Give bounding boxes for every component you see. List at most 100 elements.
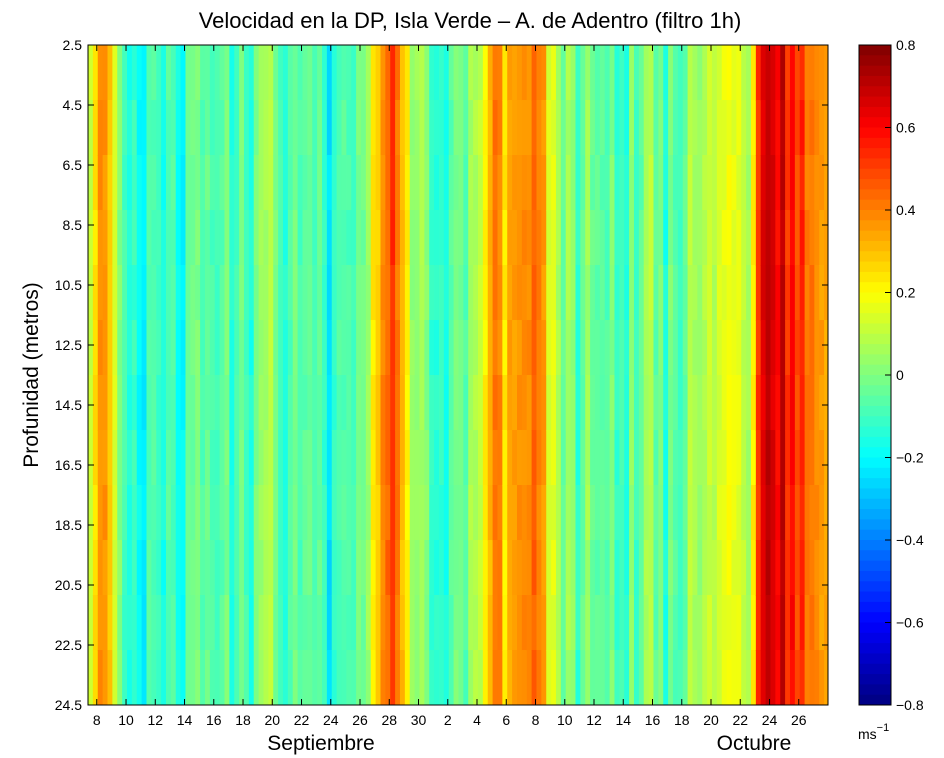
heatmap-cell <box>336 650 343 705</box>
heatmap-cell <box>473 375 479 431</box>
heatmap-cell <box>770 430 776 486</box>
heatmap-cell <box>321 320 328 376</box>
heatmap-cell <box>512 375 518 431</box>
heatmap-cell <box>555 210 562 266</box>
heatmap-cell <box>570 485 577 541</box>
heatmap-cell <box>131 320 138 376</box>
heatmap-cell <box>746 265 752 321</box>
heatmap-cell <box>736 430 742 486</box>
heatmap-cell <box>292 430 299 486</box>
heatmap-cell <box>356 45 362 101</box>
heatmap-cell <box>482 45 489 101</box>
heatmap-cell <box>136 595 143 651</box>
heatmap-cell <box>297 430 304 486</box>
heatmap-cell <box>346 45 352 101</box>
heatmap-cell <box>253 265 260 321</box>
heatmap-cell <box>224 155 230 211</box>
heatmap-cell <box>531 320 538 376</box>
heatmap-cell <box>395 430 401 486</box>
heatmap-cell <box>214 430 221 486</box>
heatmap-cell <box>419 595 425 651</box>
heatmap-cell <box>136 320 143 376</box>
heatmap-cell <box>814 485 820 541</box>
heatmap-cell <box>278 265 284 321</box>
heatmap-cell <box>312 265 318 321</box>
heatmap-cell <box>663 45 669 101</box>
heatmap-cell <box>668 485 674 541</box>
heatmap-cell <box>151 155 157 211</box>
heatmap-cell <box>580 595 586 651</box>
heatmap-cell <box>482 265 489 321</box>
heatmap-cell <box>809 485 815 541</box>
heatmap-cell <box>799 320 806 376</box>
heatmap-cell <box>741 210 747 266</box>
heatmap-cell <box>136 155 143 211</box>
heatmap-cell <box>799 265 806 321</box>
x-tick-label: 2 <box>444 712 452 728</box>
heatmap-cell <box>551 375 557 431</box>
heatmap-cell <box>209 430 216 486</box>
heatmap-cell <box>161 650 167 705</box>
heatmap-cell <box>292 375 299 431</box>
heatmap-cell <box>721 210 728 266</box>
heatmap-cell <box>438 375 445 431</box>
heatmap-cell <box>585 595 591 651</box>
heatmap-cell <box>624 45 630 101</box>
heatmap-cell <box>536 485 542 541</box>
heatmap-cell <box>282 650 289 705</box>
heatmap-cell <box>292 595 299 651</box>
heatmap-cell <box>477 540 484 596</box>
heatmap-cell <box>765 375 772 431</box>
heatmap-cell <box>663 540 669 596</box>
heatmap-cell <box>209 45 216 101</box>
heatmap-cell <box>424 375 430 431</box>
heatmap-cell <box>565 595 572 651</box>
x-month-label-septiembre: Septiembre <box>267 732 374 755</box>
heatmap-cell <box>205 540 211 596</box>
heatmap-cell <box>570 210 577 266</box>
heatmap-cell <box>156 650 162 705</box>
heatmap-cell <box>711 45 718 101</box>
heatmap-cell <box>648 540 655 596</box>
heatmap-cell <box>599 45 606 101</box>
heatmap-cell <box>746 45 752 101</box>
heatmap-cell <box>765 595 772 651</box>
colorbar-tick-label: −0.6 <box>896 615 924 631</box>
heatmap-cell <box>477 320 484 376</box>
heatmap-cell <box>555 485 562 541</box>
heatmap-cell <box>170 320 177 376</box>
heatmap-cell <box>263 100 269 156</box>
heatmap-cell <box>516 265 523 321</box>
x-tick-label: 12 <box>586 712 602 728</box>
heatmap-cell <box>682 430 689 486</box>
heatmap-cell <box>292 155 299 211</box>
heatmap-cell <box>365 210 372 266</box>
heatmap-cell <box>380 375 386 431</box>
heatmap-cell <box>565 265 572 321</box>
heatmap-cell <box>102 45 109 101</box>
heatmap-cell <box>697 100 703 156</box>
heatmap-cell <box>594 210 601 266</box>
heatmap-cell <box>541 650 547 705</box>
heatmap-cell <box>331 100 338 156</box>
heatmap-cell <box>672 210 679 266</box>
heatmap-cell <box>180 210 187 266</box>
heatmap-cell <box>780 45 786 101</box>
heatmap-cell <box>360 485 367 541</box>
heatmap-cell <box>692 650 698 705</box>
heatmap-cell <box>614 430 620 486</box>
heatmap-cell <box>136 485 143 541</box>
heatmap-cell <box>414 100 421 156</box>
heatmap-cell <box>200 650 206 705</box>
heatmap-cell <box>141 595 148 651</box>
heatmap-cell <box>594 485 601 541</box>
x-month-label-octubre: Octubre <box>717 732 792 755</box>
heatmap-cell <box>448 45 455 101</box>
heatmap-cell <box>653 45 659 101</box>
heatmap-cell <box>195 320 201 376</box>
heatmap-cell <box>161 375 167 431</box>
heatmap-cell <box>278 595 284 651</box>
heatmap-cell <box>170 485 177 541</box>
heatmap-cell <box>102 650 109 705</box>
heatmap-cell <box>648 265 655 321</box>
